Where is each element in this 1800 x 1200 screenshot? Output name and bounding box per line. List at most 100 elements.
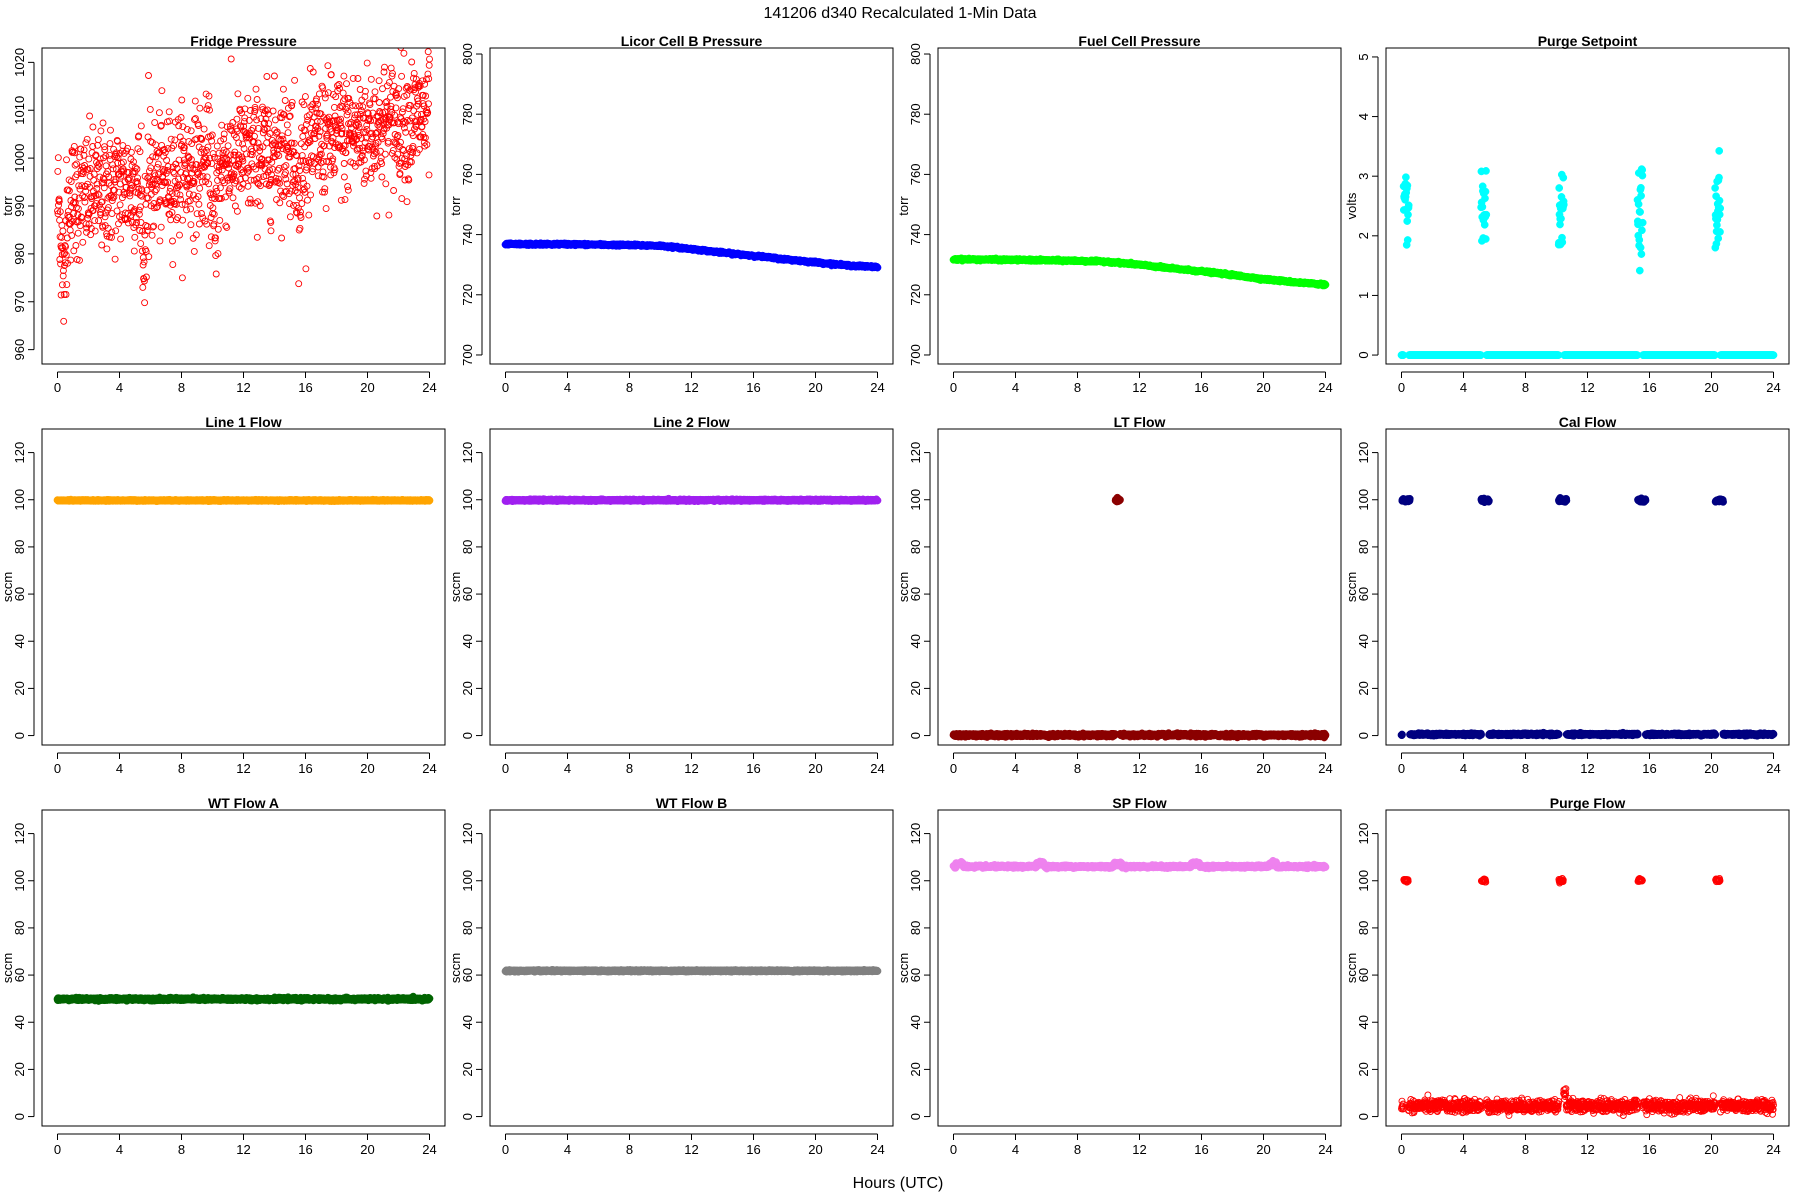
x-tick-label: 20 — [360, 380, 374, 395]
data-point — [93, 180, 101, 188]
data-point — [110, 186, 118, 194]
data-point — [281, 97, 289, 104]
data-point — [193, 210, 201, 218]
data-point — [324, 89, 332, 97]
data-point — [297, 214, 305, 221]
data-point — [273, 150, 281, 158]
data-point — [89, 123, 97, 131]
data-point — [336, 84, 343, 92]
data-point — [388, 72, 396, 80]
data-point — [1480, 220, 1489, 229]
data-point — [1478, 203, 1487, 211]
data-point — [425, 75, 433, 83]
data-point — [165, 108, 173, 116]
data-point — [141, 231, 149, 239]
data-point — [414, 110, 422, 118]
data-point — [1481, 235, 1490, 243]
data-point — [424, 48, 432, 56]
y-axis-label: volts — [1344, 192, 1359, 219]
data-point — [196, 104, 204, 112]
y-tick-label: 800 — [460, 43, 475, 65]
data-point — [68, 231, 76, 239]
data-point — [195, 220, 203, 228]
data-point — [272, 129, 280, 137]
data-point — [425, 171, 433, 179]
data-point — [157, 223, 165, 231]
data-point — [392, 104, 400, 112]
data-point — [55, 195, 63, 203]
data-point — [354, 128, 362, 136]
data-point — [176, 191, 184, 199]
data-point — [327, 71, 335, 79]
data-point — [253, 96, 261, 103]
data-point — [280, 193, 288, 200]
data-point — [390, 119, 398, 127]
data-point — [338, 125, 346, 132]
data-point — [158, 87, 166, 95]
data-point — [94, 161, 102, 169]
data-point — [302, 166, 310, 174]
data-point — [395, 85, 403, 93]
data-point — [67, 178, 75, 186]
data-point — [229, 119, 237, 126]
data-point — [140, 258, 148, 266]
data-point — [61, 249, 69, 257]
data-point — [155, 109, 163, 117]
data-point — [245, 164, 252, 172]
data-point — [419, 77, 426, 85]
data-point — [190, 247, 198, 255]
data-point — [290, 139, 298, 147]
data-point — [286, 153, 294, 161]
data-point — [229, 194, 237, 202]
y-tick-label: 970 — [12, 291, 27, 313]
data-point — [1638, 171, 1647, 180]
data-point — [351, 162, 359, 170]
data-point — [222, 148, 230, 156]
data-point — [79, 238, 87, 246]
data-point — [337, 196, 345, 204]
y-tick-label: 740 — [460, 224, 475, 246]
data-point — [422, 92, 430, 100]
data-point — [371, 88, 379, 96]
data-point — [331, 112, 339, 120]
data-point — [142, 200, 150, 208]
data-point — [299, 133, 307, 140]
data-point — [378, 173, 386, 181]
data-point — [80, 164, 88, 172]
y-tick-label: 1020 — [12, 48, 27, 77]
data-point — [306, 111, 314, 119]
data-point — [397, 48, 405, 51]
data-point — [390, 82, 398, 90]
figure-x-axis-label: Hours (UTC) — [853, 1175, 944, 1192]
data-point — [92, 151, 100, 159]
data-point — [320, 142, 328, 150]
data-point — [311, 41, 317, 47]
data-point — [115, 188, 123, 196]
data-point — [107, 126, 114, 134]
data-point — [54, 154, 62, 162]
data-point — [283, 121, 291, 129]
data-point — [75, 182, 83, 190]
y-axis-label: torr — [0, 196, 15, 216]
data-point — [286, 200, 294, 208]
data-point — [245, 116, 253, 124]
y-tick-label: 700 — [908, 344, 923, 366]
data-point — [149, 153, 157, 161]
data-point — [383, 98, 391, 106]
data-point — [276, 199, 284, 207]
data-point — [278, 234, 286, 242]
data-point — [378, 160, 386, 168]
panel-title: Purge Setpoint — [1538, 33, 1638, 49]
data-point — [95, 163, 103, 171]
data-point — [71, 161, 79, 169]
data-point — [252, 85, 260, 93]
data-point — [181, 162, 189, 170]
data-point — [330, 103, 338, 111]
data-point — [217, 173, 225, 181]
data-point — [386, 113, 394, 121]
data-point — [124, 219, 132, 227]
data-point — [98, 198, 106, 206]
data-point — [109, 194, 117, 202]
data-point — [211, 237, 219, 245]
x-tick-label: 0 — [502, 380, 509, 395]
